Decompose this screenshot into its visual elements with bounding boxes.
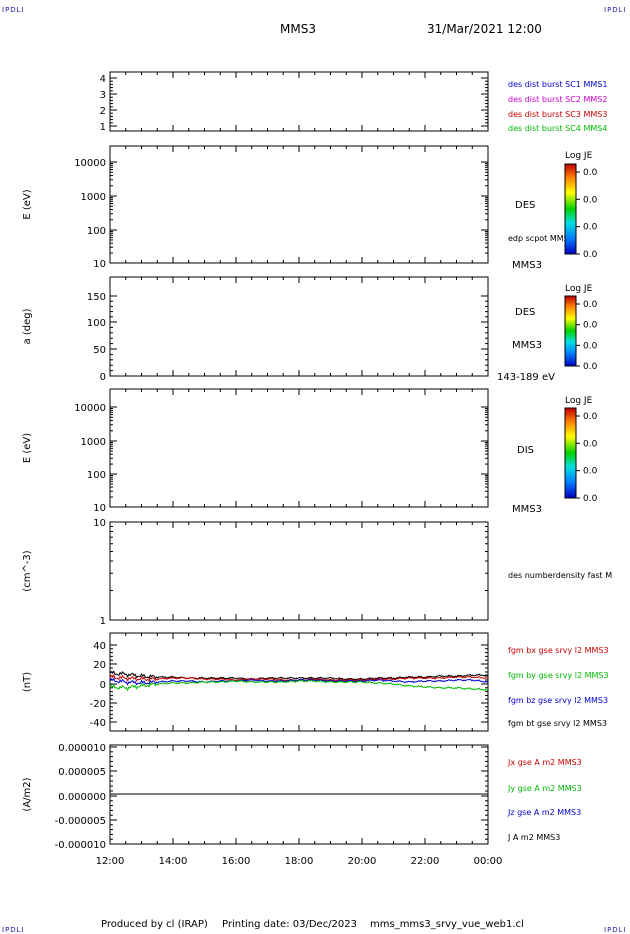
- p3-ytick-label: 0: [100, 372, 106, 383]
- p6-series-line: [109, 679, 489, 692]
- p4-colorbar-title: Log JE: [565, 396, 593, 406]
- p1-frame: [109, 71, 489, 132]
- x-tick-label: 22:00: [411, 856, 440, 867]
- p2-ytick-label: 10: [93, 259, 106, 270]
- x-tick-label: 00:00: [474, 856, 503, 867]
- x-tick-label: 12:00: [96, 856, 125, 867]
- p6-ytick-label: 20: [93, 660, 106, 671]
- p7-ytick-label: 0.000000: [58, 792, 106, 803]
- footer-produced-by: Produced by cl (IRAP): [101, 919, 208, 930]
- p3-ytick-label: 50: [93, 345, 106, 356]
- p3-colorbar: [564, 295, 577, 367]
- p3-colorbar-tick-label: 0.0: [583, 341, 598, 351]
- p3-colorbar-tick-label: 0.0: [583, 362, 598, 372]
- footer-printing-date: Printing date: 03/Dec/2023: [222, 919, 358, 930]
- p6-ytick-label: 0: [100, 680, 106, 691]
- p6-ylabel: (nT): [22, 672, 33, 692]
- p2-frame: [109, 145, 489, 264]
- p1-ytick-label: 3: [100, 90, 106, 101]
- p3-side-label: 143-189 eV: [497, 372, 555, 383]
- p5-legend-entry: des numberdensity fast M: [508, 571, 612, 580]
- p4-colorbar: [564, 407, 577, 499]
- p2-ytick-label: 1000: [81, 192, 106, 203]
- p6-ytick-label: 40: [93, 641, 106, 652]
- p6-legend-entry: fgm by gse srvy l2 MMS3: [508, 671, 609, 680]
- p6-legend-entry: fgm bt gse srvy l2 MMS3: [508, 719, 607, 728]
- p3-side-label: DES: [515, 307, 535, 318]
- p2-ytick-label: 10000: [74, 158, 106, 169]
- p5-ylabel: (cm^-3): [22, 550, 33, 591]
- p4-ytick-label: 100: [87, 470, 106, 481]
- p6-legend-entry: fgm bz gse srvy l2 MMS3: [508, 696, 608, 705]
- p5-ytick-label: 1: [100, 616, 106, 627]
- p3-side-label: MMS3: [512, 340, 542, 351]
- p1-legend-entry: des dist burst SC4 MMS4: [508, 124, 607, 133]
- p3-ytick-label: 100: [87, 318, 106, 329]
- p3-colorbar-title: Log JE: [565, 284, 593, 294]
- p2-colorbar: [564, 163, 577, 255]
- footer-filename: mms_mms3_srvy_vue_web1.cl: [370, 919, 524, 930]
- p6-legend-entry: fgm bx gse srvy l2 MMS3: [508, 646, 609, 655]
- p1-ytick-label: 1: [100, 122, 106, 133]
- x-tick-label: 18:00: [285, 856, 314, 867]
- p4-ytick-label: 10: [93, 503, 106, 514]
- p4-colorbar-tick-label: 0.0: [583, 494, 598, 504]
- p7-legend-entry: Jx gse A m2 MMS3: [507, 758, 582, 767]
- p4-colorbar-tick-label: 0.0: [583, 412, 598, 422]
- p5-ytick-label: 10: [93, 518, 106, 529]
- p1-ytick-label: 2: [100, 106, 106, 117]
- p5-frame: [109, 521, 489, 621]
- p7-ylabel: (A/m2): [22, 777, 33, 811]
- p3-ylabel: a (deg): [22, 308, 33, 344]
- p2-colorbar-title: Log JE: [565, 151, 593, 161]
- p7-ytick-label: 0.000010: [58, 743, 106, 754]
- p2-colorbar-tick-label: 0.0: [583, 250, 598, 260]
- p3-colorbar-tick-label: 0.0: [583, 300, 598, 310]
- corner-mark-top-right: IPDLI: [604, 6, 627, 14]
- p2-ylabel: E (eV): [22, 189, 33, 219]
- p2-colorbar-tick-label: 0.0: [583, 168, 598, 178]
- p2-ytick-label: 100: [87, 226, 106, 237]
- p4-ylabel: E (eV): [22, 433, 33, 463]
- p4-ytick-label: 1000: [81, 437, 106, 448]
- x-tick-label: 20:00: [348, 856, 377, 867]
- p2-colorbar-tick-label: 0.0: [583, 195, 598, 205]
- p7-ytick-label: -0.000005: [55, 816, 106, 827]
- p1-legend-entry: des dist burst SC2 MMS2: [508, 95, 607, 104]
- p4-colorbar-tick-label: 0.0: [583, 439, 598, 449]
- p7-legend-entry: J A m2 MMS3: [507, 833, 560, 842]
- p4-side-label: MMS3: [512, 504, 542, 515]
- datetime-label: 31/Mar/2021 12:00: [427, 22, 542, 36]
- p2-side-label: DES: [515, 200, 535, 211]
- p3-colorbar-tick-label: 0.0: [583, 321, 598, 331]
- p6-ytick-label: -20: [90, 699, 106, 710]
- p7-ytick-label: -0.000010: [55, 840, 106, 851]
- p1-legend-entry: des dist burst SC1 MMS1: [508, 80, 607, 89]
- p4-colorbar-tick-label: 0.0: [583, 467, 598, 477]
- p2-colorbar-tick-label: 0.0: [583, 223, 598, 233]
- p4-side-label: DIS: [517, 445, 534, 456]
- p3-frame: [109, 276, 489, 377]
- corner-mark-bottom-left: IPDLI: [2, 926, 25, 934]
- p3-ytick-label: 150: [87, 292, 106, 303]
- p4-frame: [109, 388, 489, 508]
- corner-mark-bottom-right: IPDLI: [604, 926, 627, 934]
- page-title: MMS3: [280, 22, 316, 36]
- x-tick-label: 14:00: [159, 856, 188, 867]
- corner-mark-top-left: IPDLI: [2, 6, 25, 14]
- p1-ytick-label: 4: [100, 74, 106, 85]
- p7-legend-entry: Jy gse A m2 MMS3: [507, 784, 582, 793]
- x-tick-label: 16:00: [222, 856, 251, 867]
- p2-side-label: edp scpot MMS3: [508, 234, 574, 243]
- p6-series-line: [109, 670, 489, 681]
- p4-ytick-label: 10000: [74, 403, 106, 414]
- p7-legend-entry: Jz gse A m2 MMS3: [507, 808, 581, 817]
- p7-ytick-label: 0.000005: [58, 767, 106, 778]
- p6-ytick-label: -40: [90, 718, 106, 729]
- p1-legend-entry: des dist burst SC3 MMS3: [508, 110, 607, 119]
- p6-series-line: [109, 677, 489, 686]
- p2-side-label: MMS3: [512, 260, 542, 271]
